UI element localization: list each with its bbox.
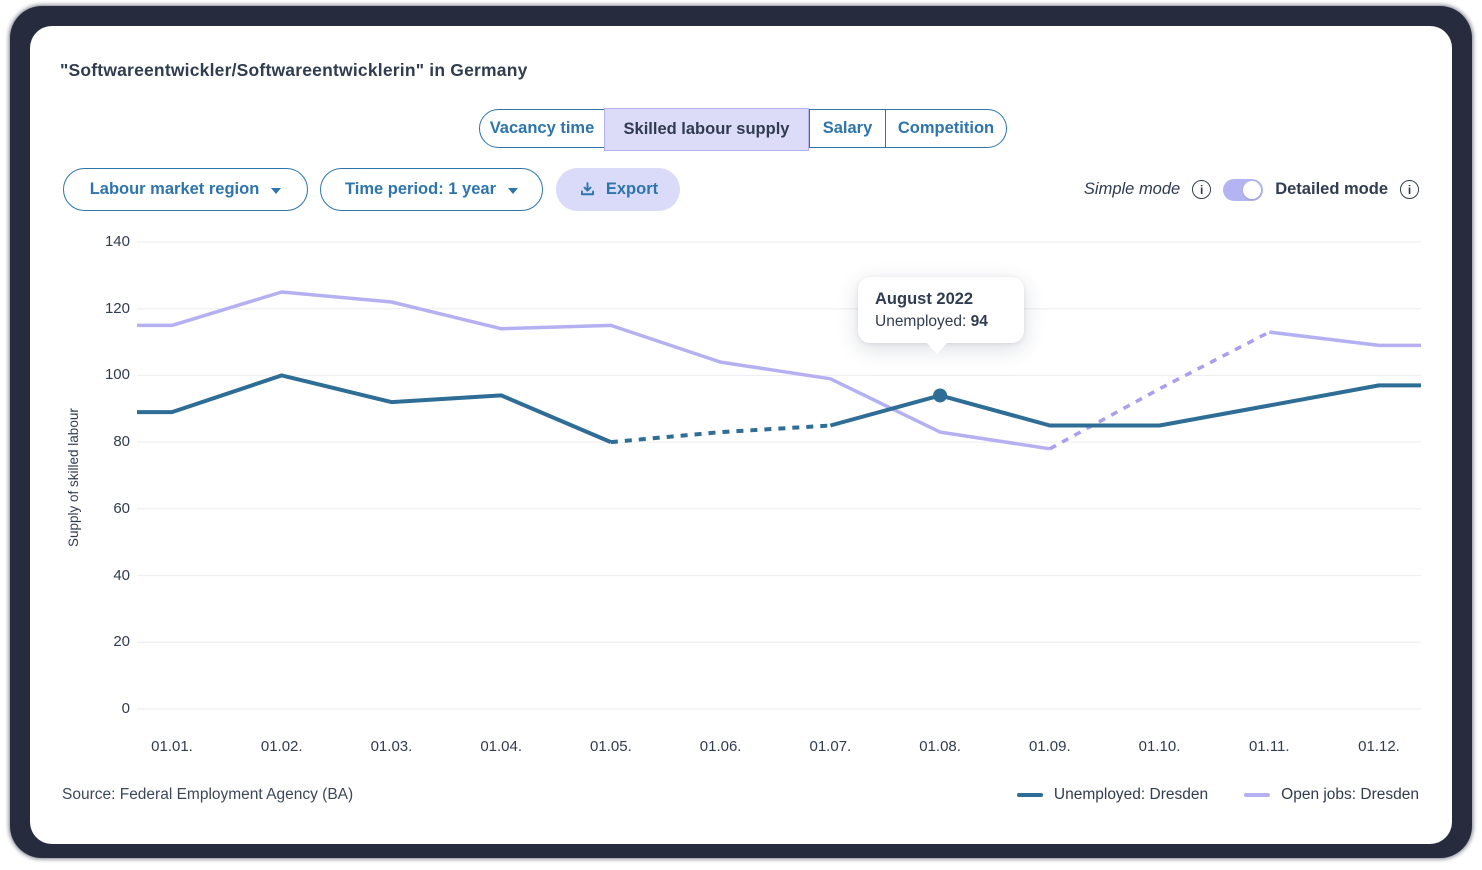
time-period-label: Time period: 1 year	[344, 180, 496, 198]
legend-swatch-unemployed	[1016, 793, 1043, 797]
detailed-mode-label: Detailed mode	[1275, 180, 1388, 198]
x-tick-label: 01.01.	[151, 738, 193, 755]
series-line	[1048, 330, 1271, 451]
export-button[interactable]: Export	[556, 168, 680, 211]
y-tick-label: 140	[104, 233, 130, 251]
legend-label-unemployed: Unemployed: Dresden	[1053, 786, 1209, 803]
series-line	[610, 423, 831, 445]
legend-label-open-jobs: Open jobs: Dresden	[1281, 786, 1419, 803]
highlighted-point[interactable]	[933, 388, 948, 403]
simple-mode-label: Simple mode	[1083, 180, 1181, 198]
tooltip-title: August 2022	[875, 290, 974, 308]
x-tick-label: 01.08.	[919, 738, 961, 755]
tabbar: Vacancy time Skilled labour supply Salar…	[479, 108, 1007, 151]
x-tick-label: 01.06.	[699, 738, 742, 755]
page-title: "Softwareentwickler/Softwareentwicklerin…	[60, 60, 528, 80]
y-tick-label: 80	[113, 433, 130, 451]
x-tick-label: 01.02.	[260, 738, 303, 755]
x-axis-labels: 01.01. 01.02. 01.03. 01.04. 01.05. 01.06. 01.0…	[137, 738, 1421, 760]
legend-swatch-open-jobs	[1244, 793, 1271, 797]
series-line	[1269, 330, 1421, 348]
app-card: "Softwareentwickler/Softwareentwicklerin…	[30, 26, 1452, 844]
y-tick-label: 0	[121, 700, 130, 717]
download-icon	[580, 182, 594, 196]
y-tick-label: 100	[104, 366, 130, 384]
chevron-down-icon	[508, 187, 518, 194]
source-text: Source: Federal Employment Agency (BA)	[62, 786, 354, 803]
tooltip-value: 94	[970, 313, 988, 330]
x-tick-label: 01.09.	[1028, 738, 1071, 755]
x-tick-label: 01.10.	[1138, 738, 1181, 755]
x-tick-label: 01.07.	[809, 738, 852, 755]
series-line	[137, 373, 612, 444]
y-tick-label: 60	[113, 499, 130, 517]
y-tick-label: 20	[113, 633, 130, 651]
y-tick-label: 120	[104, 299, 130, 317]
x-tick-label: 01.11.	[1248, 738, 1290, 755]
line-chart[interactable]	[137, 236, 1421, 720]
tooltip-pointer	[926, 342, 948, 354]
toggle-knob	[1243, 180, 1262, 199]
x-tick-label: 01.05.	[590, 738, 632, 755]
tooltip-line: Unemployed: 94	[875, 313, 988, 330]
legend-item-unemployed[interactable]: Unemployed: Dresden	[1016, 786, 1209, 804]
y-axis-labels: 0 20 40 60 80 100 120 140	[50, 233, 130, 720]
chart-tooltip: August 2022 Unemployed: 94	[858, 277, 1024, 354]
export-label: Export	[605, 180, 659, 198]
info-icon[interactable]: i	[1192, 180, 1212, 199]
chevron-down-icon	[271, 187, 282, 194]
info-icon[interactable]: i	[1400, 180, 1419, 199]
y-tick-label: 40	[113, 566, 130, 584]
legend-item-open-jobs[interactable]: Open jobs: Dresden	[1244, 786, 1419, 804]
x-tick-label: 01.04.	[480, 738, 523, 755]
tab-competition[interactable]: Competition	[885, 110, 1006, 147]
series-line	[137, 290, 1051, 451]
mode-toggle-switch[interactable]	[1223, 178, 1264, 201]
tab-skilled-labour-supply[interactable]: Skilled labour supply	[604, 108, 809, 151]
mode-cluster: Simple mode i Detailed mode i	[1084, 168, 1419, 211]
tab-salary[interactable]: Salary	[809, 110, 885, 147]
tab-vacancy-time[interactable]: Vacancy time	[489, 119, 595, 137]
x-tick-label: 01.03.	[370, 738, 413, 755]
x-tick-label: 01.12.	[1358, 738, 1400, 755]
labour-market-region-dropdown[interactable]: Labour market region	[63, 168, 308, 211]
time-period-dropdown[interactable]: Time period: 1 year	[320, 168, 543, 211]
chart-legend: Unemployed: Dresden Open jobs: Dresden	[1016, 786, 1419, 804]
labour-market-region-label: Labour market region	[89, 180, 260, 198]
